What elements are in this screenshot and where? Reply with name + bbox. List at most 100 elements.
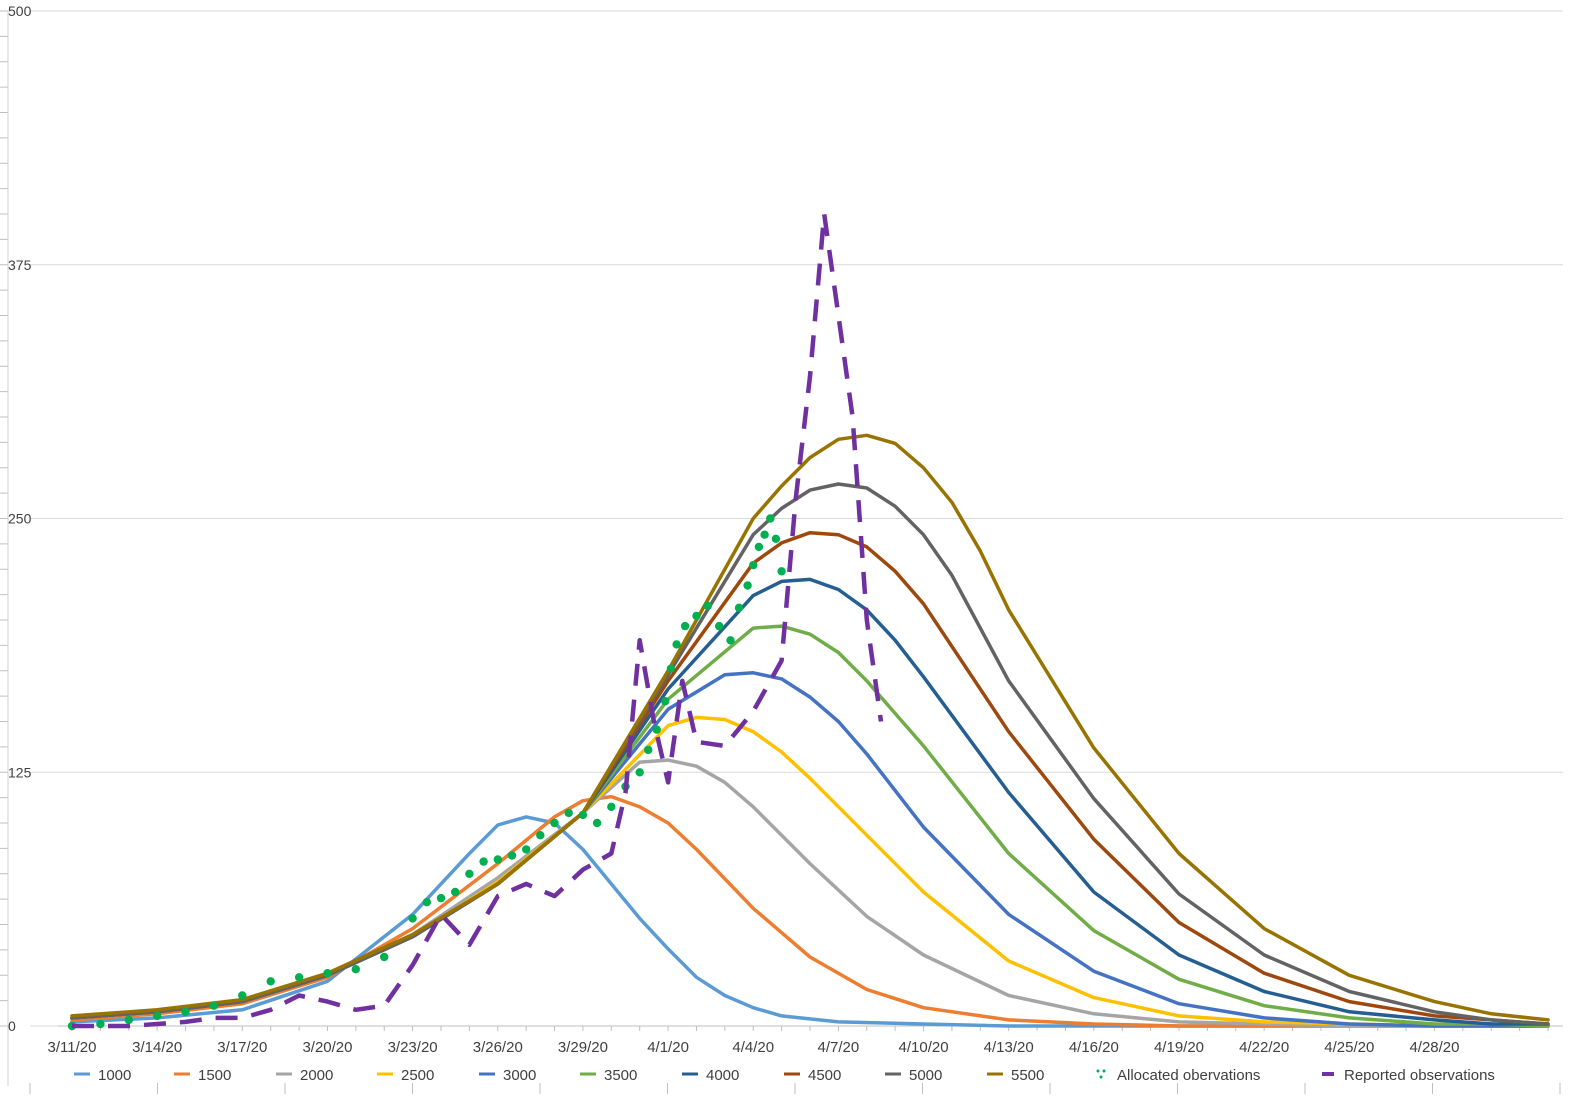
legend-item: 1000 (74, 1067, 131, 1084)
data-point (760, 530, 769, 539)
data-point (209, 1001, 219, 1010)
x-tick-label: 4/10/20 (899, 1039, 949, 1056)
x-tick-label: 4/1/20 (647, 1039, 689, 1056)
data-point (266, 977, 275, 986)
series-line-5000 (70, 482, 1550, 1026)
data-point (294, 973, 304, 982)
data-point (666, 664, 676, 673)
legend-item: 4000 (682, 1067, 739, 1084)
x-tick-label: 3/23/20 (388, 1039, 438, 1056)
legend-item: 4500 (784, 1067, 841, 1084)
x-tick-label: 3/20/20 (302, 1039, 352, 1056)
legend-item: 2500 (377, 1067, 434, 1084)
legend-label: 5000 (909, 1067, 942, 1084)
x-tick-label: 4/13/20 (984, 1039, 1034, 1056)
data-point (715, 621, 724, 631)
legend-label: 2000 (300, 1067, 333, 1084)
data-point (771, 534, 781, 543)
legend-item: 5000 (885, 1067, 942, 1084)
series-line-5500 (70, 433, 1550, 1022)
data-point (734, 603, 744, 612)
data-point (777, 567, 786, 576)
data-point (153, 1011, 162, 1021)
legend-layer: 1000 1500 2000 2500 3000 3500 4000 4500 5000 5500… (74, 1067, 1495, 1084)
legend-label: 1000 (98, 1067, 131, 1084)
x-tick-label: 3/11/20 (48, 1039, 97, 1056)
data-point (635, 768, 644, 777)
data-point (766, 514, 775, 523)
data-point (692, 611, 701, 621)
legend-item: Allocated obervations (1096, 1067, 1260, 1084)
x-tick-label: 4/22/20 (1239, 1039, 1289, 1056)
series-line-3000 (70, 671, 1550, 1028)
data-point (592, 818, 602, 828)
legend-label: 3000 (503, 1067, 536, 1084)
x-tick-label: 4/16/20 (1069, 1039, 1119, 1056)
legend-item: 3500 (580, 1067, 637, 1084)
data-point (607, 802, 616, 811)
x-tick-label: 4/4/20 (732, 1039, 774, 1056)
data-point (564, 808, 573, 818)
x-tick-label: 4/25/20 (1324, 1039, 1374, 1056)
data-point (522, 845, 531, 854)
data-point (408, 914, 417, 923)
x-tick-label: 3/29/20 (558, 1039, 608, 1056)
grid-layer (30, 10, 1563, 1027)
legend-item: 3000 (479, 1067, 536, 1084)
data-point (578, 810, 588, 820)
data-point (507, 851, 517, 860)
axis-layer: 0 125 250 375 500 3/11/20 3/14/20 3/17/20 3/20/2… (0, 3, 1563, 1094)
data-point (680, 621, 690, 631)
data-point (749, 561, 758, 570)
data-point (436, 893, 446, 903)
data-point (422, 898, 431, 907)
data-point (536, 831, 545, 840)
data-point (181, 1007, 190, 1016)
legend-label: 1500 (198, 1067, 231, 1084)
data-point (661, 697, 670, 706)
data-point (550, 818, 559, 828)
series-line-3500 (70, 624, 1550, 1028)
x-tick-label: 4/19/20 (1154, 1039, 1204, 1056)
data-point (351, 965, 360, 974)
data-point (743, 581, 752, 590)
data-point (380, 952, 389, 962)
data-point (238, 991, 247, 1000)
data-point (479, 857, 488, 866)
data-point (124, 1015, 133, 1025)
data-point (493, 855, 502, 864)
data-point (672, 640, 681, 649)
legend-label: 2500 (401, 1067, 434, 1084)
legend-item: Reported observations (1322, 1067, 1495, 1084)
data-point (726, 636, 735, 645)
legend-label: 4000 (706, 1067, 739, 1084)
data-point (323, 969, 332, 978)
x-tick-label: 4/28/20 (1409, 1039, 1459, 1056)
series-layer (67, 211, 1550, 1031)
x-tick-label: 3/26/20 (473, 1039, 523, 1056)
data-point (451, 887, 460, 897)
y-tick-label: 0 (8, 1018, 16, 1034)
x-tick-label: 4/7/20 (818, 1039, 860, 1056)
x-tick-label: 3/14/20 (132, 1039, 182, 1056)
legend-swatch (1096, 1069, 1100, 1073)
series-line-reported-observations (72, 211, 884, 1029)
y-tick-label: 250 (8, 511, 32, 527)
series-allocated-observations (67, 514, 786, 1031)
legend-label: 4500 (808, 1067, 841, 1084)
data-point (644, 745, 653, 755)
legend-item: 1500 (174, 1067, 231, 1084)
legend-label: 5500 (1011, 1067, 1044, 1084)
legend-swatch (1099, 1075, 1103, 1079)
legend-item: 5500 (987, 1067, 1044, 1084)
data-point (703, 601, 712, 610)
y-tick-label: 125 (8, 764, 32, 780)
y-tick-label: 375 (8, 257, 32, 273)
legend-label: Reported observations (1344, 1067, 1495, 1084)
x-tick-label: 3/17/20 (217, 1039, 267, 1056)
data-point (465, 869, 474, 878)
data-point (96, 1019, 105, 1029)
series-line-2500 (70, 715, 1550, 1028)
